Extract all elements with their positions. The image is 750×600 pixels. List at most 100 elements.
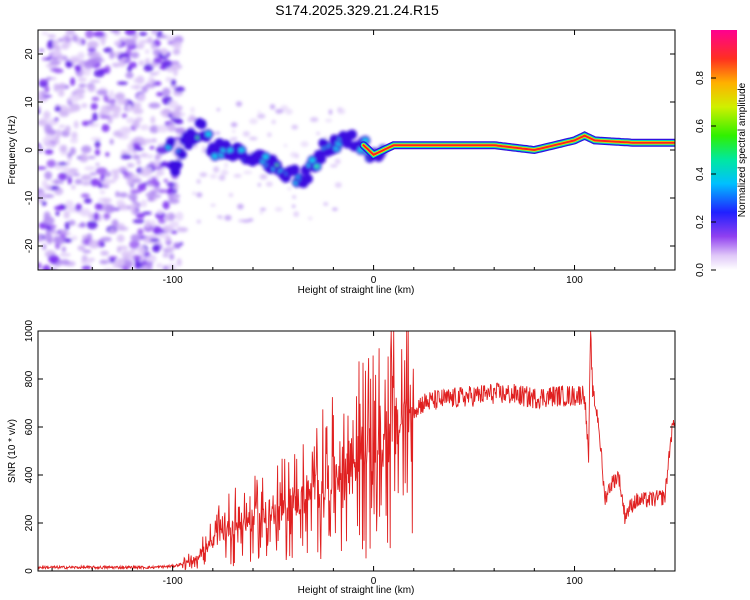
noise-blob	[332, 207, 338, 211]
noise-blob	[165, 76, 172, 83]
noise-blob	[154, 186, 161, 191]
noise-blob	[146, 154, 154, 159]
noise-blob	[224, 214, 232, 221]
noise-blob	[283, 144, 288, 148]
noise-blob	[324, 135, 328, 140]
noise-blob	[70, 77, 76, 86]
noise-blob	[126, 149, 133, 155]
noise-blob	[44, 171, 53, 180]
noise-blob	[125, 71, 134, 79]
noise-blob	[307, 216, 313, 221]
spectrogram-x-label: Height of straight line (km)	[298, 285, 415, 296]
noise-blob	[109, 138, 114, 145]
noise-blob	[133, 147, 144, 151]
noise-blob	[173, 91, 183, 97]
spectrogram-marks	[38, 30, 675, 270]
noise-blob	[38, 118, 48, 127]
noise-blob	[58, 124, 65, 128]
spectrogram-x-tick-label: 0	[371, 275, 377, 286]
noise-blob	[232, 129, 236, 133]
noise-blob	[74, 88, 86, 95]
noise-blob	[259, 207, 267, 211]
ridge-blob	[176, 149, 187, 160]
noise-blob	[267, 132, 272, 138]
noise-blob	[323, 202, 329, 206]
noise-blob	[162, 265, 169, 270]
noise-blob	[105, 152, 110, 157]
noise-blob	[130, 234, 141, 242]
noise-blob	[165, 234, 171, 243]
noise-blob	[235, 101, 243, 107]
noise-blob	[140, 265, 148, 270]
noise-blob	[137, 183, 147, 192]
noise-blob	[162, 87, 171, 97]
noise-blob	[100, 36, 106, 46]
noise-blob	[161, 59, 173, 68]
noise-blob	[149, 238, 160, 243]
noise-blob	[257, 110, 261, 113]
snr-x-tick-label: 100	[566, 576, 583, 587]
noise-blob	[77, 77, 87, 82]
noise-blob	[192, 191, 196, 195]
noise-blob	[65, 30, 75, 36]
noise-blob	[60, 259, 70, 266]
noise-blob	[230, 122, 238, 128]
noise-blob	[42, 243, 47, 251]
noise-blob	[170, 79, 177, 86]
noise-blob	[155, 153, 162, 160]
noise-blob	[48, 254, 60, 264]
noise-blob	[38, 48, 45, 53]
noise-blob	[113, 94, 124, 99]
noise-blob	[256, 113, 266, 119]
noise-blob	[173, 242, 180, 247]
noise-blob	[38, 145, 43, 154]
spectrogram-y-tick-label: -20	[24, 238, 35, 253]
snr-x-tick-label: 0	[371, 576, 377, 587]
noise-blob	[249, 136, 258, 141]
snr-y-tick-label: 1000	[24, 319, 35, 342]
noise-blob	[151, 79, 156, 84]
noise-blob	[45, 184, 52, 191]
noise-blob	[67, 176, 72, 185]
noise-blob	[89, 79, 101, 83]
colorbar-tick-label: 0.8	[695, 71, 706, 85]
noise-blob	[111, 219, 119, 228]
ridge-blob	[172, 159, 183, 170]
noise-blob	[142, 211, 152, 215]
noise-blob	[83, 198, 92, 204]
noise-blob	[116, 81, 129, 85]
noise-blob	[44, 123, 53, 133]
snr-y-tick-label: 800	[24, 370, 35, 387]
noise-blob	[150, 62, 159, 67]
noise-blob	[275, 108, 284, 114]
noise-blob	[159, 161, 169, 168]
noise-blob	[74, 64, 82, 73]
noise-blob	[57, 89, 65, 97]
noise-blob	[99, 259, 109, 265]
noise-blob	[101, 123, 110, 132]
noise-blob	[140, 170, 151, 177]
ridge-peak	[275, 163, 279, 167]
noise-blob	[95, 167, 108, 175]
noise-blob	[167, 123, 176, 132]
noise-blob	[271, 119, 276, 125]
noise-blob	[43, 110, 51, 120]
noise-blob	[133, 254, 142, 261]
noise-blob	[71, 235, 78, 241]
noise-blob	[53, 235, 62, 243]
noise-blob	[165, 246, 176, 251]
noise-blob	[172, 48, 181, 56]
snr-x-tick-label: -100	[163, 576, 183, 587]
noise-blob	[292, 195, 297, 199]
snr-y-tick-label: 400	[24, 466, 35, 483]
noise-blob	[80, 193, 90, 198]
ridge-blob	[316, 154, 327, 165]
noise-blob	[51, 49, 60, 58]
noise-blob	[130, 174, 140, 178]
noise-blob	[196, 192, 203, 198]
colorbar: 0.0 0.2 0.4 0.6 0.8 Normalized spectral ampl…	[695, 30, 748, 277]
noise-blob	[42, 264, 51, 270]
ridge-core	[205, 131, 212, 137]
noise-blob	[62, 166, 70, 172]
